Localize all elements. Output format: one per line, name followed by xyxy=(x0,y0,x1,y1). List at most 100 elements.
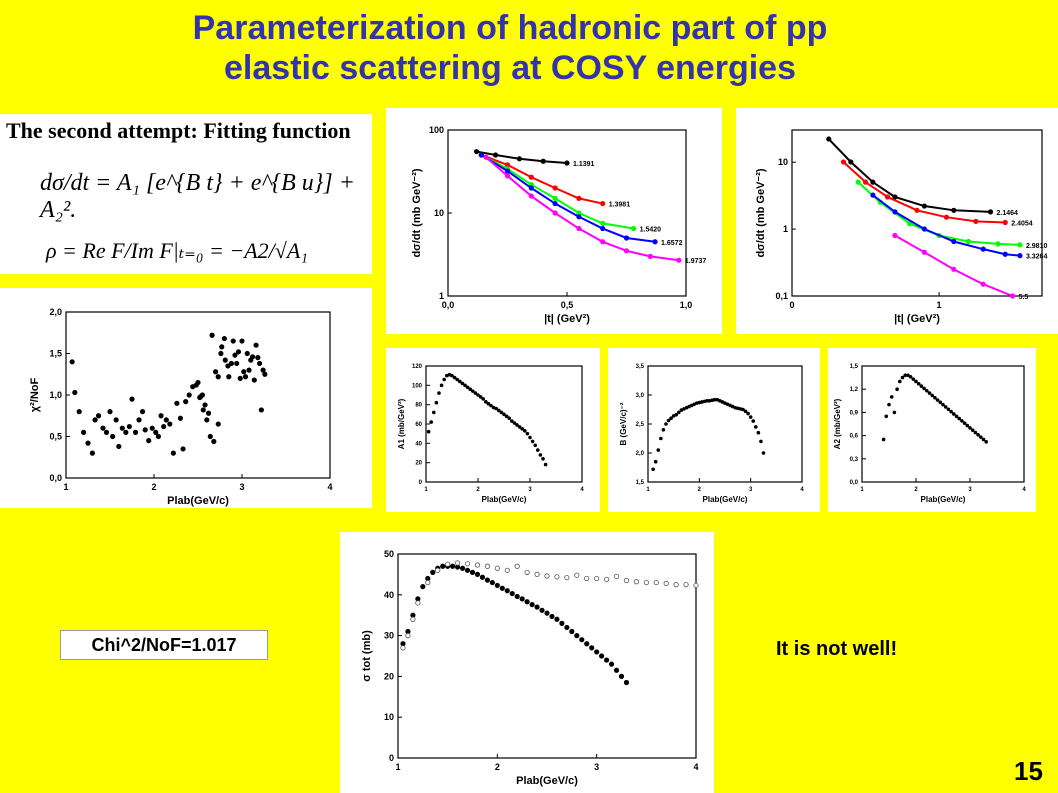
data-point-0 xyxy=(450,563,456,569)
series-point-1.6572 xyxy=(552,200,558,207)
data-point-extra xyxy=(222,357,228,363)
data-point xyxy=(927,391,932,395)
data-point-1 xyxy=(534,571,540,578)
data-point xyxy=(925,388,929,393)
x-tick-label: 0,0 xyxy=(442,300,455,310)
series-point-1.9737 xyxy=(623,248,630,254)
x-tick-label: 2 xyxy=(914,487,918,493)
data-point-0 xyxy=(459,565,466,571)
series-label-2.1464: 2.1464 xyxy=(997,210,1019,217)
series-label-2.9810: 2.9810 xyxy=(1026,243,1048,250)
data-point xyxy=(100,425,106,431)
data-point xyxy=(659,436,663,441)
data-point-0 xyxy=(529,601,535,608)
y-tick-label: 20 xyxy=(384,671,394,681)
data-point-extra xyxy=(219,344,225,350)
series-point-1.9737 xyxy=(676,257,682,263)
data-point xyxy=(881,437,886,442)
x-tick-label: 1 xyxy=(424,487,428,493)
series-point-1.9737 xyxy=(552,210,558,216)
data-point xyxy=(653,459,658,464)
formula-rho: ρ = Re F/Im F|ₜ₌₀ = −A2/√A₁ xyxy=(46,238,308,263)
y-tick-label: 0 xyxy=(389,753,394,763)
plot-frame xyxy=(791,129,1043,297)
data-point xyxy=(174,400,180,406)
data-point xyxy=(674,412,679,417)
series-line-1.6572 xyxy=(480,154,656,243)
data-point xyxy=(669,416,673,420)
x-axis-label: Plab(GeV/c) xyxy=(167,495,229,507)
x-tick-label: 1 xyxy=(646,487,650,493)
y-tick-label: 120 xyxy=(412,364,423,370)
data-point-1 xyxy=(623,577,630,584)
data-point xyxy=(541,457,545,461)
data-point-1 xyxy=(474,562,481,568)
data-point xyxy=(512,421,517,425)
data-point xyxy=(741,407,745,412)
series-label-2.4054: 2.4054 xyxy=(1011,220,1033,227)
data-point xyxy=(494,406,498,411)
series-line-1.3981 xyxy=(480,154,603,205)
y-tick-label: 3,0 xyxy=(636,393,645,399)
data-point-0 xyxy=(613,667,620,673)
data-point-1 xyxy=(633,579,639,585)
data-point-1 xyxy=(683,581,689,588)
data-point xyxy=(970,428,975,432)
data-point-0 xyxy=(469,569,476,575)
data-point-0 xyxy=(559,620,565,626)
slide-title: Parameterization of hadronic part of pp … xyxy=(0,8,1020,88)
data-point xyxy=(246,367,252,373)
data-point-extra xyxy=(258,407,264,413)
data-point xyxy=(515,423,519,427)
data-point xyxy=(228,360,235,367)
data-point xyxy=(183,399,189,405)
data-point xyxy=(153,429,159,435)
x-axis-label: |t| (GeV²) xyxy=(544,313,590,325)
data-point-0 xyxy=(539,607,545,613)
data-point-0 xyxy=(549,613,555,620)
data-point xyxy=(136,417,142,423)
data-point-extra xyxy=(204,417,210,423)
series-label-1.1391: 1.1391 xyxy=(573,161,595,168)
data-point-1 xyxy=(584,575,590,582)
series-point-1.1391 xyxy=(564,160,570,166)
data-point-1 xyxy=(693,582,699,589)
data-point xyxy=(677,410,681,415)
title-line-2: elastic scattering at COSY energies xyxy=(224,49,796,87)
y-tick-label: 100 xyxy=(429,125,444,135)
series-point-1.3981 xyxy=(552,185,558,191)
x-tick-label: 4 xyxy=(1022,487,1026,493)
series-point-1.1391 xyxy=(516,156,522,162)
data-point xyxy=(946,407,951,412)
data-point-0 xyxy=(574,633,580,639)
series-point-2.9810 xyxy=(995,241,1001,247)
data-point-1 xyxy=(405,633,411,639)
data-point-extra xyxy=(237,375,243,382)
data-point xyxy=(476,393,480,397)
data-point-1 xyxy=(554,574,560,580)
data-point-1 xyxy=(435,567,441,573)
data-point-extra xyxy=(251,377,257,383)
data-point xyxy=(664,422,668,426)
y-axis-label: dσ/dt (mb GeV⁻²) xyxy=(411,168,423,257)
data-point-extra xyxy=(262,371,268,377)
data-point xyxy=(916,381,921,386)
data-point-extra xyxy=(211,438,217,445)
series-point-1.5420 xyxy=(631,225,637,232)
data-point xyxy=(103,429,110,435)
series-point-2.1464 xyxy=(921,203,927,209)
data-point-0 xyxy=(534,604,540,610)
x-tick-label: 2 xyxy=(476,487,480,493)
data-point-1 xyxy=(544,573,550,579)
data-point-1 xyxy=(494,565,500,571)
x-tick-label: 4 xyxy=(693,762,698,772)
series-point-2.1464 xyxy=(870,179,876,185)
y-tick-label: 20 xyxy=(415,461,422,467)
data-point xyxy=(533,443,538,448)
data-point-1 xyxy=(653,579,659,586)
data-point-0 xyxy=(599,653,605,659)
data-point-0 xyxy=(479,574,486,580)
x-tick-label: 4 xyxy=(327,482,332,492)
data-point xyxy=(895,387,899,391)
x-tick-label: 2 xyxy=(151,482,156,492)
